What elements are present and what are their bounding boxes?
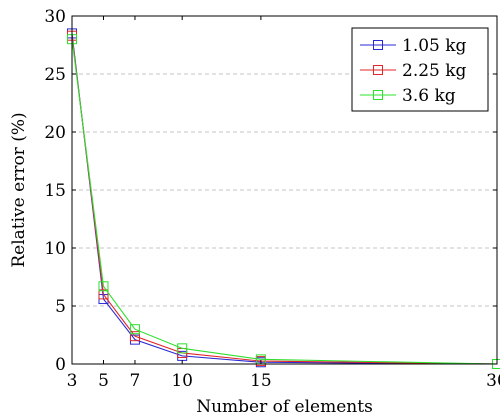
x-tick-label: 5 bbox=[98, 371, 109, 391]
data-point bbox=[177, 343, 188, 354]
grid-lines bbox=[72, 73, 497, 307]
data-point bbox=[129, 324, 140, 335]
x-tick-label: 10 bbox=[171, 371, 193, 391]
x-axis-label: Number of elements bbox=[196, 397, 373, 417]
data-point bbox=[98, 281, 109, 292]
y-tick-label: 30 bbox=[44, 7, 66, 27]
y-tick-label: 20 bbox=[44, 123, 66, 143]
data-point bbox=[129, 331, 140, 342]
y-tick-label: 15 bbox=[44, 181, 66, 201]
x-tick-label: 7 bbox=[130, 371, 141, 391]
legend-label: 3.6 kg bbox=[402, 86, 456, 106]
y-axis-label: Relative error (%) bbox=[9, 112, 29, 267]
x-tick-label: 3 bbox=[67, 371, 78, 391]
legend: 1.05 kg 2.25 kg 3.6 kg bbox=[351, 27, 489, 112]
y-tick-label: 5 bbox=[55, 297, 66, 317]
y-tick-label: 0 bbox=[55, 355, 66, 375]
legend-marker bbox=[373, 90, 383, 100]
y-tick-label: 25 bbox=[44, 65, 66, 85]
data-point bbox=[98, 289, 109, 300]
x-tick-label: 30 bbox=[486, 371, 500, 391]
legend-marker bbox=[373, 65, 383, 75]
legend-marker bbox=[373, 40, 383, 50]
y-tick-label: 10 bbox=[44, 239, 66, 259]
x-tick-label: 15 bbox=[250, 371, 272, 391]
series-line bbox=[71, 39, 498, 365]
axis-ticks: 051015202530357101530 bbox=[44, 7, 500, 391]
legend-label: 1.05 kg bbox=[402, 36, 467, 56]
legend-label: 2.25 kg bbox=[402, 61, 467, 81]
series-line bbox=[71, 35, 498, 365]
